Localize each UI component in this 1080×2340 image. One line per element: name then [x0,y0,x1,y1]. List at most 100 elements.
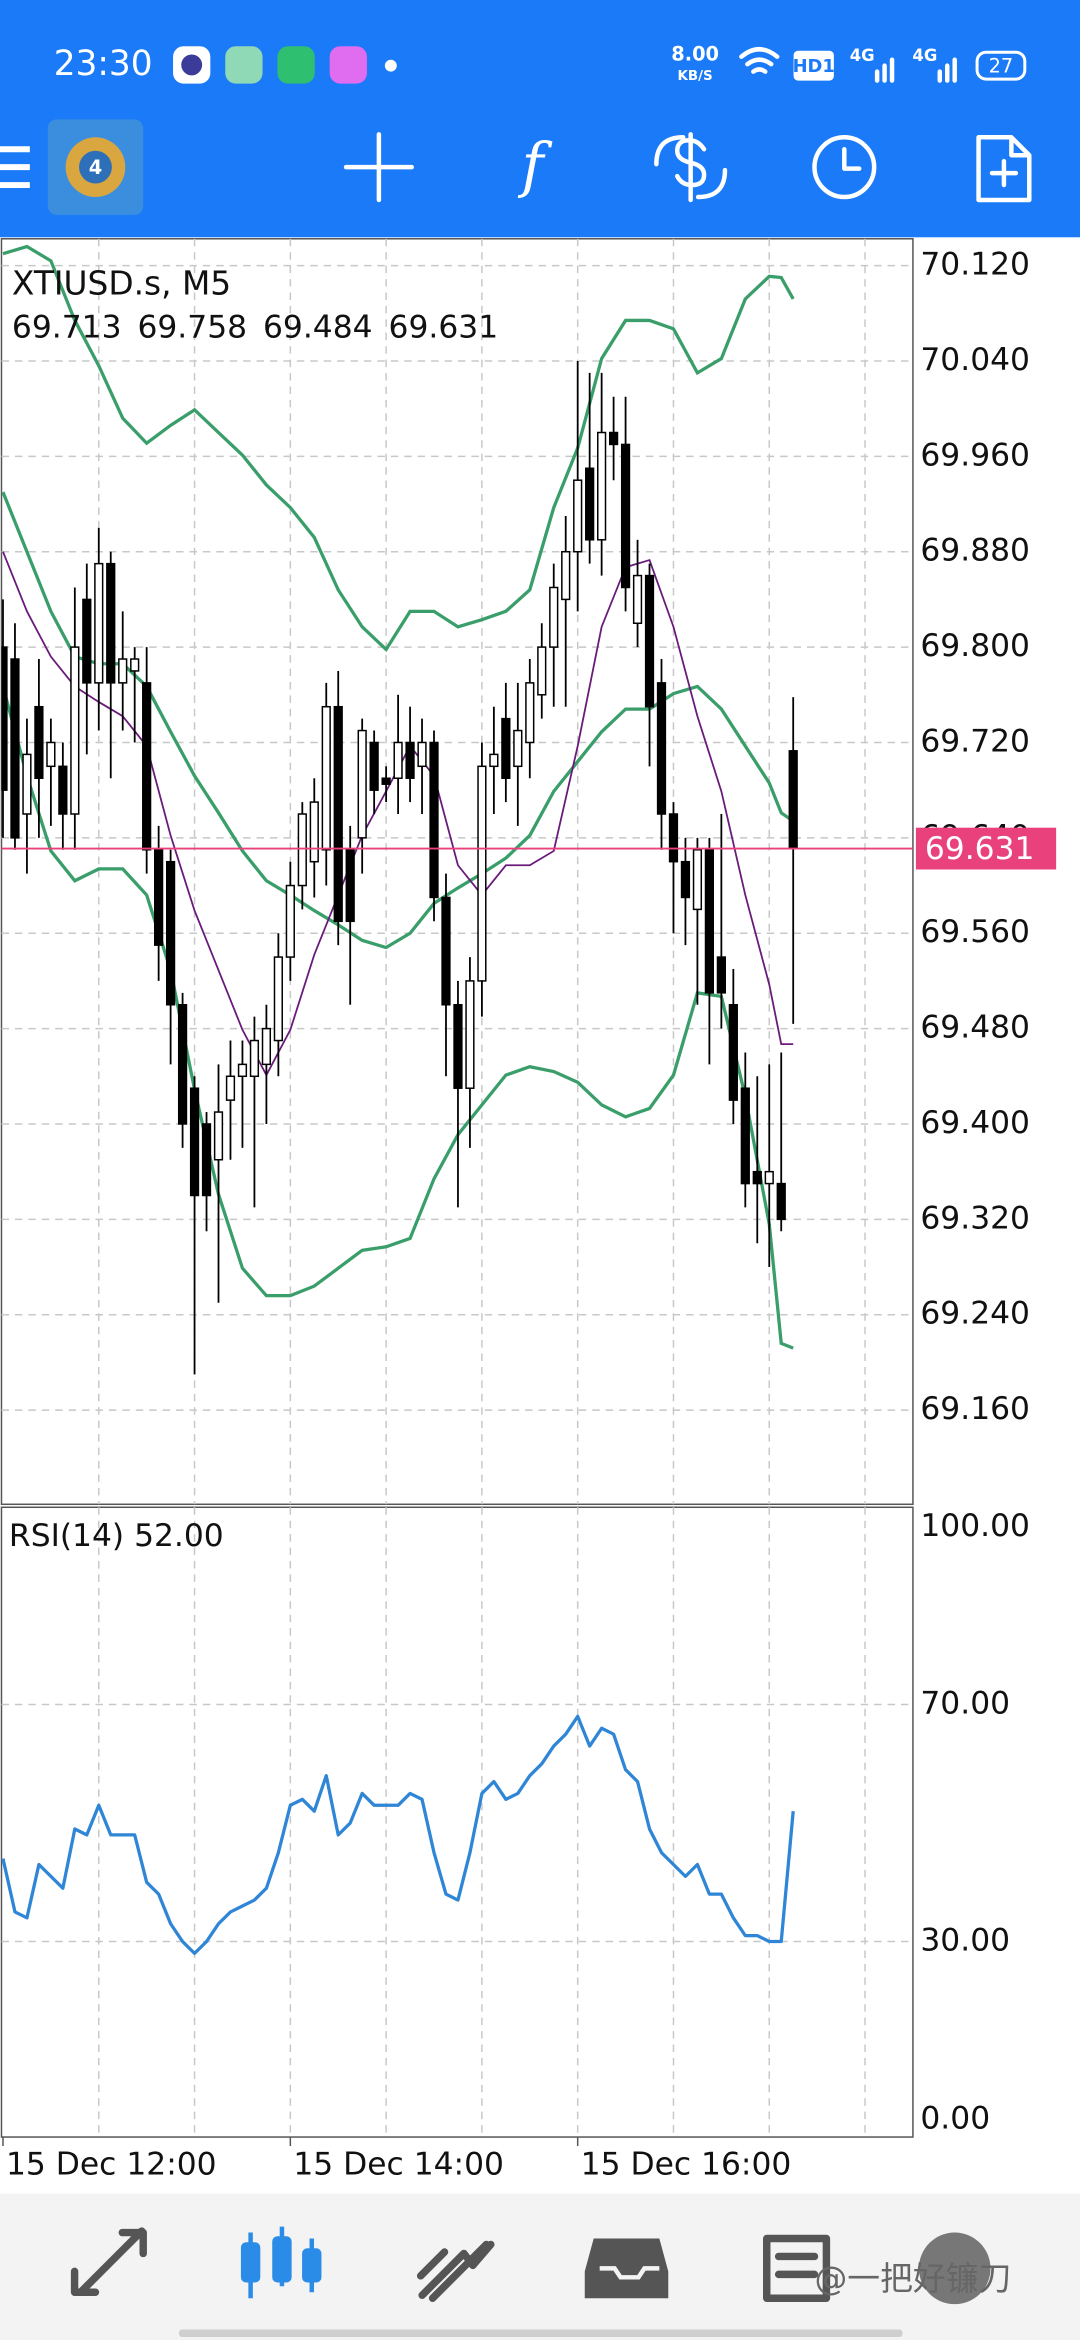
watermark: @一把好镰刀 [814,2260,1011,2298]
signal-bars [874,57,895,83]
candle-body [130,658,140,672]
candle-body [441,896,451,1006]
candle-body [70,646,80,815]
candle-body [513,729,523,768]
y-tick-label: 69.880 [920,533,1030,569]
candle-body [94,562,104,684]
x-tick-label: 15 Dec 12:00 [6,2146,217,2182]
chart-title: XTIUSD.s, M5 [12,265,231,303]
candle-body [477,765,487,982]
candle-body [285,884,295,958]
ohlc-header: 69.713 69.758 69.484 69.631 [12,309,498,345]
y-tick-label: 69.480 [920,1010,1030,1046]
candle-body [680,860,691,899]
x-tick-label: 15 Dec 16:00 [581,2146,792,2182]
y-tick-label: 70.120 [920,247,1030,283]
candle-body [561,550,571,601]
rsi-panel [0,1506,914,2138]
y-tick-label: 69.560 [920,914,1030,950]
y-tick-label: 0.00 [920,2100,990,2136]
candle-body [381,777,391,785]
overlay-line [1,686,794,1350]
y-tick-label: 69.720 [920,723,1030,759]
news-tab[interactable] [763,2234,831,2302]
candle-body [189,1087,200,1197]
hd-badge [793,50,834,81]
y-tick-label: 69.160 [920,1391,1030,1427]
price-panel [0,238,914,1506]
app-icons [173,46,397,84]
candle-body [632,574,643,625]
y-tick-label: 69.800 [920,628,1030,664]
candle-body [644,574,655,708]
candle-body [716,956,726,994]
clock: 23:30 [54,44,153,84]
candle-body [142,682,152,851]
net-unit: KB/S [678,69,713,84]
price-tag-label: 69.631 [925,831,1035,867]
candle-body [237,1063,248,1078]
candle-body [728,1004,738,1101]
y-tick-label: 69.320 [920,1200,1030,1236]
trade-button[interactable] [654,132,728,203]
candle-body [405,741,415,779]
candle-body [82,598,92,684]
candle-body [22,753,32,815]
axes: 70.120 70.040 69.960 69.880 69.800 69.720 69.6… [2,247,1030,2182]
high-value: 69.758 [137,309,247,345]
signal-label: 4G [912,46,937,65]
crosshair-button[interactable] [343,132,414,203]
quotes-tab[interactable] [70,2227,147,2296]
candle-body [417,741,427,768]
net-speed: 8.00 [671,43,719,66]
candle-body [333,705,343,923]
rsi-grid [1,1507,913,2138]
signal-label: 4G [850,46,875,65]
candle-body [501,717,511,779]
candle-body [549,586,559,648]
candle-body [201,1123,212,1197]
candle-body [321,705,331,851]
candle-body [620,443,631,589]
candle-body [489,753,499,768]
candle-body [752,1170,762,1185]
candle-body [1,646,8,791]
price-plot [1,244,913,1375]
app-logo[interactable]: 4 [47,119,144,215]
signal-bars [937,57,957,83]
header-bg [0,0,1080,238]
candle-body [297,813,307,887]
candle-body [369,741,379,791]
y-tick-label: 30.00 [920,1923,1010,1959]
candle-body [788,750,798,850]
history-button[interactable] [812,135,877,200]
y-tick-label: 69.960 [920,437,1030,473]
y-tick-label: 69.240 [920,1296,1030,1332]
candle-body [154,849,164,946]
rsi-title: RSI(14) 52.00 [9,1518,224,1554]
candle-body [261,1027,272,1066]
y-tick-label: 70.00 [920,1686,1010,1722]
low-value: 69.484 [263,309,373,345]
candle-body [393,741,403,779]
bottom-nav [0,2193,1080,2340]
menu-button[interactable] [0,146,30,189]
home-indicator [179,2329,903,2338]
candle-body [453,1004,463,1089]
candle-body [776,1182,786,1221]
chart-tab[interactable] [240,2226,322,2299]
wifi-icon [739,47,780,74]
candle-body [213,1111,224,1161]
candle-body [309,801,319,863]
candle-body [465,980,475,1089]
overlay-line [1,491,795,950]
candle-body [704,849,715,994]
new-order-button[interactable] [976,135,1032,203]
trade-tab[interactable] [416,2240,495,2302]
candle-body [118,658,128,684]
close-value: 69.631 [389,309,499,345]
history-tab[interactable] [584,2238,669,2299]
candle-body [585,467,595,541]
candle-body [34,705,44,779]
